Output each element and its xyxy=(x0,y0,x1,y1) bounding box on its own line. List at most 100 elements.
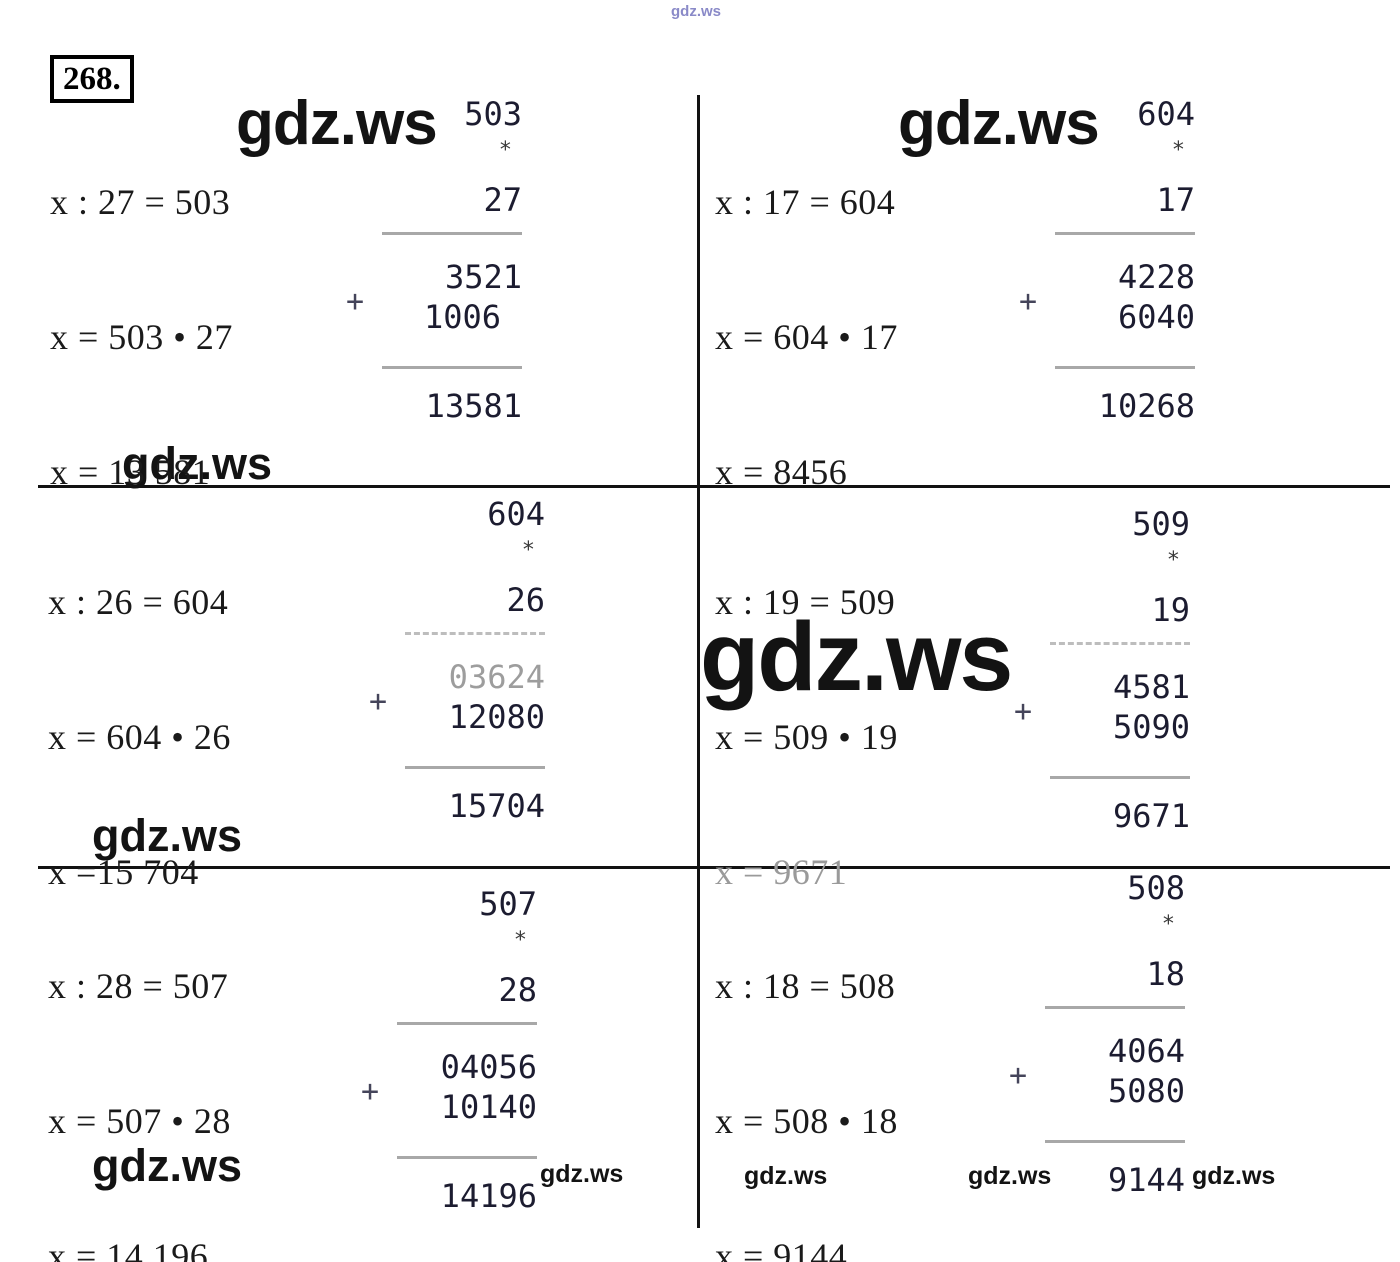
watermark-bottom-left: gdz.ws xyxy=(92,1140,243,1191)
equation-line: x : 18 = 508 xyxy=(715,966,896,1006)
problem-2-column-multiplication: 604 * 17 + 4228 6040 10268 xyxy=(1015,98,1195,422)
step-line: x = 604 • 26 xyxy=(48,717,231,757)
partial-product-2: 5080 xyxy=(1107,1072,1185,1110)
watermark-cell1: gdz.ws xyxy=(236,89,438,158)
multiply-operator: * xyxy=(1161,912,1175,937)
answer-line: x =15 704 xyxy=(48,852,199,892)
answer-line: x = 9144 xyxy=(715,1236,848,1262)
step-line: x = 509 • 19 xyxy=(715,717,898,757)
watermark-row2-left: gdz.ws xyxy=(92,810,243,861)
problem-6-equations: x : 18 = 508 x = 508 • 18 x = 9144 xyxy=(715,874,898,1262)
answer-line: x = 8456 xyxy=(715,452,848,492)
rule-line xyxy=(397,1022,537,1025)
problem-4-equations: x : 19 = 509 x = 509 • 19 x = 9671 xyxy=(715,490,898,985)
multiply-operator: * xyxy=(1171,138,1185,163)
partial-product-2: 12080 xyxy=(448,698,545,736)
equation-line: x : 26 = 604 xyxy=(48,582,229,622)
watermark-bottom-small-2: gdz.ws xyxy=(744,1162,828,1190)
problem-1-equations: x : 27 = 503 x = 503 • 27 x = 13 581 xyxy=(50,90,233,585)
watermark-cell2: gdz.ws xyxy=(898,89,1100,158)
product: 15704 xyxy=(448,787,545,825)
product: 9144 xyxy=(1107,1161,1185,1199)
multiplicand: 503 xyxy=(464,95,522,133)
plus-operator: + xyxy=(369,684,388,719)
product: 9671 xyxy=(1112,797,1190,835)
problem-5-equations: x : 28 = 507 x = 507 • 28 x = 14 196 xyxy=(48,874,231,1262)
watermark-bottom-small-3: gdz.ws xyxy=(968,1162,1052,1190)
watermark-top-center: gdz.ws xyxy=(671,3,722,20)
multiplicand: 507 xyxy=(479,885,537,923)
multiply-operator: * xyxy=(498,138,512,163)
equation-line: x : 28 = 507 xyxy=(48,966,229,1006)
multiplier: 18 xyxy=(1146,955,1185,993)
partial-product-1: 4581 xyxy=(1112,668,1190,706)
partial-product-2: 6040 xyxy=(1117,298,1195,336)
answer-line: x = 14 196 xyxy=(48,1236,209,1262)
partial-product-2: 10140 xyxy=(440,1088,537,1126)
rule-line xyxy=(382,232,522,235)
multiplier: 17 xyxy=(1156,181,1195,219)
plus-operator: + xyxy=(361,1074,380,1109)
rule-line xyxy=(405,632,545,635)
partial-product-1: 4228 xyxy=(1117,258,1195,296)
rule-line xyxy=(1045,1006,1185,1009)
multiply-operator: * xyxy=(513,928,527,953)
rule-line xyxy=(1045,1140,1185,1143)
problem-4-column-multiplication: 509 * 19 + 4581 5090 9671 xyxy=(1010,508,1190,832)
watermark-bottom-small-1: gdz.ws xyxy=(540,1160,624,1188)
answer-line: x = 9671 xyxy=(715,852,848,892)
multiplier: 26 xyxy=(506,581,545,619)
multiplicand: 604 xyxy=(1137,95,1195,133)
problem-2-equations: x : 17 = 604 x = 604 • 17 x = 8456 xyxy=(715,90,898,585)
watermark-bottom-small-4: gdz.ws xyxy=(1192,1162,1276,1190)
partial-products: + 3521 1006 xyxy=(342,261,522,341)
plus-operator: + xyxy=(1014,694,1033,729)
partial-product-1: 04056 xyxy=(440,1048,537,1086)
multiply-operator: * xyxy=(521,538,535,563)
partial-product-2: 5090 xyxy=(1112,708,1190,746)
partial-product-1: 3521 xyxy=(444,258,522,296)
problem-3-column-multiplication: 604 * 26 + 03624 12080 15704 xyxy=(365,498,545,822)
partial-product-2: 1006 xyxy=(423,298,501,336)
step-line: x = 503 • 27 xyxy=(50,317,233,357)
equation-line: x : 27 = 503 xyxy=(50,182,231,222)
product: 10268 xyxy=(1098,387,1195,425)
partial-products: + 04056 10140 xyxy=(357,1051,537,1131)
step-line: x = 508 • 18 xyxy=(715,1101,898,1141)
rule-line xyxy=(397,1156,537,1159)
multiplicand: 508 xyxy=(1127,869,1185,907)
rule-line xyxy=(1050,642,1190,645)
partial-product-1: 4064 xyxy=(1107,1032,1185,1070)
rule-line xyxy=(1055,366,1195,369)
problem-1-column-multiplication: 503 * 27 + 3521 1006 13581 xyxy=(342,98,522,422)
step-line: x = 507 • 28 xyxy=(48,1101,231,1141)
problem-number-box: 268. xyxy=(50,55,134,103)
equation-line: x : 17 = 604 xyxy=(715,182,896,222)
problem-number: 268. xyxy=(63,61,121,97)
partial-products: + 03624 12080 xyxy=(365,661,545,741)
product: 13581 xyxy=(425,387,522,425)
problem-5-column-multiplication: 507 * 28 + 04056 10140 14196 xyxy=(357,888,537,1212)
plus-operator: + xyxy=(1009,1058,1028,1093)
horizontal-divider-2 xyxy=(38,866,1390,869)
step-line: x = 604 • 17 xyxy=(715,317,898,357)
watermark-mid-left: gdz.ws xyxy=(122,438,273,489)
rule-line xyxy=(382,366,522,369)
vertical-divider xyxy=(697,95,700,1228)
plus-operator: + xyxy=(1019,284,1038,319)
multiplicand: 604 xyxy=(487,495,545,533)
rule-line xyxy=(405,766,545,769)
plus-operator: + xyxy=(346,284,365,319)
multiplier: 27 xyxy=(483,181,522,219)
multiply-operator: * xyxy=(1166,548,1180,573)
watermark-center-large: gdz.ws xyxy=(700,602,1013,711)
multiplicand: 509 xyxy=(1132,505,1190,543)
rule-line xyxy=(1050,776,1190,779)
product: 14196 xyxy=(440,1177,537,1215)
partial-product-1: 03624 xyxy=(448,658,545,696)
multiplier: 19 xyxy=(1151,591,1190,629)
partial-products: + 4228 6040 xyxy=(1015,261,1195,341)
answer-line: x = 13 581 xyxy=(50,452,211,492)
problem-6-column-multiplication: 508 * 18 + 4064 5080 9144 xyxy=(1005,872,1185,1196)
